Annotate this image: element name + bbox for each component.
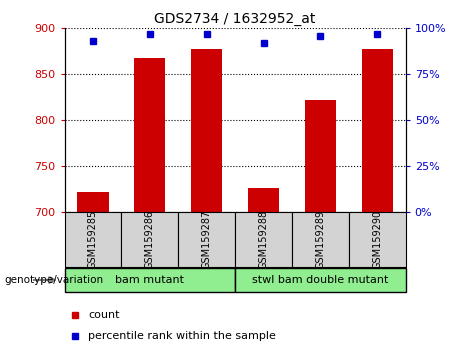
- Title: GDS2734 / 1632952_at: GDS2734 / 1632952_at: [154, 12, 316, 26]
- Bar: [77, 192, 109, 212]
- Bar: [65, 268, 235, 292]
- Bar: [248, 188, 279, 212]
- Text: percentile rank within the sample: percentile rank within the sample: [89, 331, 276, 341]
- Text: stwl bam double mutant: stwl bam double mutant: [252, 275, 389, 285]
- Bar: [134, 58, 165, 212]
- Text: GSM159289: GSM159289: [315, 210, 325, 269]
- Text: GSM159287: GSM159287: [201, 210, 212, 269]
- Bar: [235, 212, 292, 267]
- Text: GSM159288: GSM159288: [259, 210, 269, 269]
- Bar: [191, 48, 222, 212]
- Bar: [361, 48, 393, 212]
- Text: GSM159290: GSM159290: [372, 210, 382, 269]
- Text: genotype/variation: genotype/variation: [5, 275, 104, 285]
- Bar: [65, 212, 121, 267]
- Text: bam mutant: bam mutant: [115, 275, 184, 285]
- Text: GSM159286: GSM159286: [145, 210, 155, 269]
- Text: count: count: [89, 310, 120, 320]
- Bar: [305, 100, 336, 212]
- Bar: [178, 212, 235, 267]
- Bar: [349, 212, 406, 267]
- Bar: [121, 212, 178, 267]
- Text: GSM159285: GSM159285: [88, 210, 98, 269]
- Bar: [235, 268, 406, 292]
- Bar: [292, 212, 349, 267]
